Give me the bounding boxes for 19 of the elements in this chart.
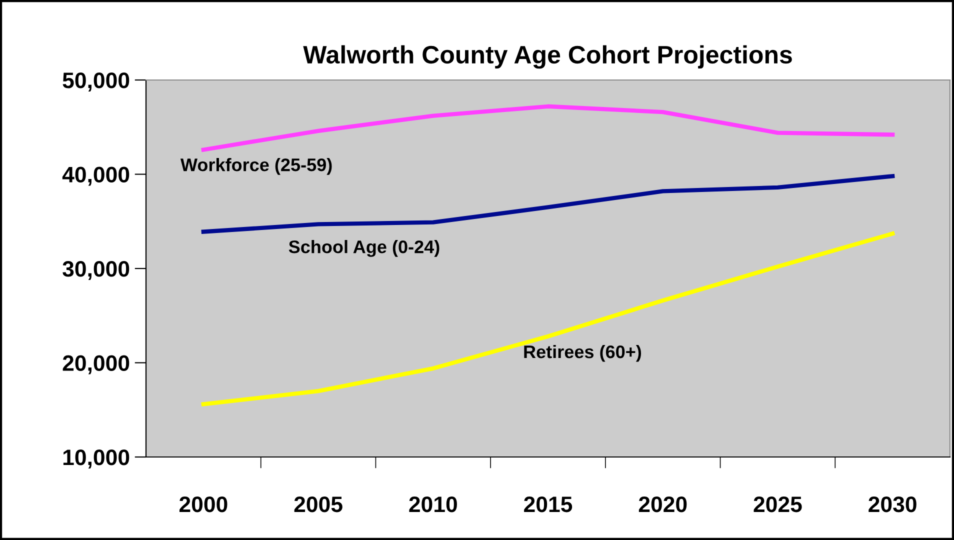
line-series	[201, 174, 895, 234]
series-label: Retirees (60+)	[524, 344, 642, 362]
x-tick-label: 2020	[638, 496, 687, 512]
series-label: Workforce (25-59)	[180, 158, 332, 175]
y-tick-label: 50,000	[62, 72, 130, 92]
series-label: School Age (0-24)	[288, 240, 440, 257]
x-tick-label: 2005	[294, 496, 342, 512]
y-tick-label: 40,000	[62, 166, 130, 186]
x-tick-label: 2030	[868, 496, 916, 512]
x-tick-label: 2025	[754, 496, 802, 512]
line-series	[201, 232, 895, 406]
line-series	[201, 104, 895, 152]
y-tick-label: 30,000	[62, 261, 130, 280]
x-tick-label: 2015	[524, 496, 572, 512]
y-tick-label: 20,000	[62, 355, 130, 374]
x-tick-label: 2000	[179, 496, 228, 512]
x-tick-label: 2010	[409, 496, 457, 512]
chart-title: Walworth County Age Cohort Projections	[303, 45, 792, 69]
y-tick-label: 10,000	[63, 450, 130, 468]
